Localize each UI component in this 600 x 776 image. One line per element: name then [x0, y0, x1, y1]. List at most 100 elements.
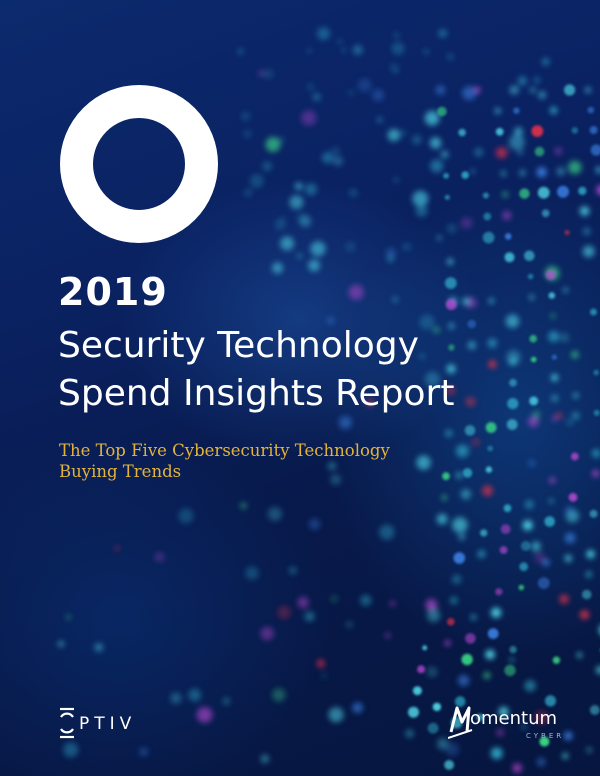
particle-dot — [589, 705, 600, 715]
particle-dot — [240, 502, 247, 509]
particle-dot — [581, 589, 592, 600]
particle-dot — [372, 89, 385, 102]
particle-dot — [443, 172, 449, 179]
particle-dot — [596, 665, 600, 675]
optiv-ring-graphic — [60, 85, 218, 243]
particle-dot — [529, 396, 539, 406]
particle-dot — [306, 82, 315, 91]
particle-dot — [530, 356, 537, 363]
particle-dot — [424, 110, 440, 126]
particle-dot — [245, 566, 259, 580]
particle-dot — [296, 253, 303, 259]
particle-dot — [458, 533, 466, 541]
particle-dot — [419, 353, 425, 359]
particle-dot — [573, 392, 579, 399]
particle-dot — [496, 729, 504, 736]
particle-dot — [321, 151, 334, 164]
particle-dot — [545, 269, 556, 280]
particle-dot — [564, 229, 570, 236]
particle-dot — [487, 338, 497, 348]
report-subtitle-line-1: The Top Five Cybersecurity Technology — [59, 441, 390, 460]
particle-dot — [485, 422, 497, 433]
particle-dot — [524, 250, 535, 262]
particle-dot — [63, 742, 79, 758]
particle-dot — [310, 241, 326, 257]
particle-dot — [566, 419, 574, 426]
particle-dot — [357, 78, 372, 93]
particle-dot — [446, 223, 457, 234]
particle-dot — [482, 231, 495, 244]
particle-dot — [534, 146, 545, 157]
particle-dot — [495, 588, 503, 596]
particle-dot — [178, 508, 194, 524]
particle-dot — [472, 438, 480, 446]
particle-dot — [405, 729, 414, 738]
particle-dot — [531, 125, 544, 137]
particle-dot — [507, 398, 519, 410]
particle-dot — [585, 87, 591, 93]
particle-dot — [437, 235, 442, 241]
particle-dot — [509, 85, 519, 95]
particle-dot — [557, 185, 569, 198]
particle-dot — [541, 209, 550, 218]
particle-dot — [278, 136, 285, 143]
particle-dot — [66, 614, 71, 620]
particle-dot — [590, 308, 597, 316]
particle-dot — [586, 550, 595, 559]
particle-dot — [260, 626, 275, 641]
particle-dot — [529, 294, 535, 300]
momentum-tagline: CYBER — [526, 732, 565, 740]
particle-dot — [595, 166, 600, 174]
particle-dot — [482, 485, 493, 497]
particle-dot — [589, 509, 598, 518]
particle-dot — [536, 757, 546, 767]
particle-dot — [564, 506, 574, 515]
particle-dot — [480, 529, 488, 537]
particle-dot — [470, 614, 477, 620]
particle-dot — [430, 159, 444, 173]
particle-dot — [571, 127, 579, 134]
particle-dot — [502, 211, 512, 220]
particle-dot — [321, 673, 327, 679]
particle-dot — [494, 107, 501, 114]
particle-dot — [438, 28, 448, 38]
particle-dot — [513, 107, 520, 114]
particle-dot — [429, 137, 442, 149]
particle-dot — [390, 601, 396, 607]
particle-dot — [487, 445, 494, 452]
particle-dot — [590, 144, 600, 156]
particle-dot — [437, 106, 447, 117]
particle-dot — [447, 258, 454, 265]
particle-dot — [426, 666, 438, 678]
particle-dot — [317, 27, 330, 41]
particle-dot — [541, 57, 550, 66]
particle-dot — [408, 706, 419, 718]
particle-dot — [415, 205, 428, 217]
particle-dot — [331, 146, 341, 156]
particle-dot — [488, 298, 495, 304]
particle-dot — [500, 170, 507, 177]
optiv-o-mark-icon — [60, 707, 74, 739]
particle-dot — [508, 360, 513, 365]
particle-dot — [528, 459, 536, 467]
particle-dot — [505, 314, 520, 329]
particle-dot — [454, 696, 466, 707]
particle-dot — [559, 594, 569, 604]
optiv-wordmark: PTIV — [79, 714, 137, 734]
particle-dot — [465, 396, 476, 407]
particle-dot — [424, 371, 441, 387]
particle-dot — [360, 594, 372, 606]
particle-dot — [532, 410, 541, 419]
particle-dot — [271, 262, 284, 274]
particle-dot — [544, 516, 555, 527]
particle-dot — [376, 117, 383, 123]
particle-dot — [488, 360, 497, 369]
particle-dot — [578, 186, 587, 196]
particle-dot — [444, 194, 450, 200]
particle-dot — [593, 409, 600, 416]
particle-dot — [333, 156, 343, 167]
particle-dot — [491, 607, 502, 618]
particle-dot — [267, 507, 282, 521]
particle-dot — [447, 53, 454, 61]
particle-dot — [288, 566, 297, 575]
